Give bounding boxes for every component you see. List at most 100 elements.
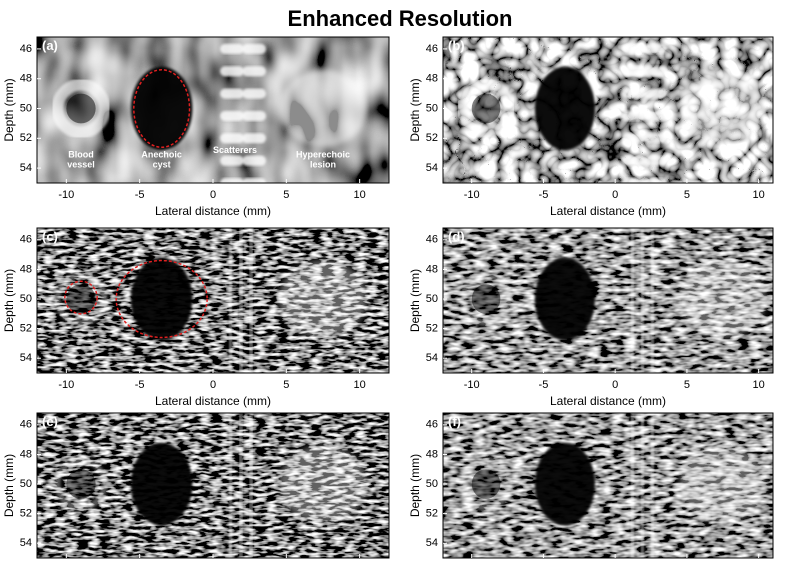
hyperechoic-lesion bbox=[679, 69, 766, 148]
y-axis-label: Depth (mm) bbox=[408, 269, 422, 332]
vessel-lumen bbox=[66, 93, 96, 124]
scatterer bbox=[220, 110, 245, 121]
y-tick-label: 54 bbox=[20, 537, 32, 549]
scatterer-stripe bbox=[249, 228, 253, 373]
anechoic-cyst bbox=[534, 257, 596, 341]
y-axis-label: Depth (mm) bbox=[2, 454, 16, 517]
vessel-outline bbox=[64, 280, 98, 315]
x-tick-label: 5 bbox=[684, 379, 690, 391]
y-tick-label: 52 bbox=[426, 132, 438, 144]
y-tick-label: 46 bbox=[20, 419, 32, 431]
annotation: Anechoic cyst bbox=[141, 150, 182, 170]
y-tick-label: 48 bbox=[426, 73, 438, 85]
x-tick-label: 5 bbox=[283, 189, 289, 201]
x-tick-label: -10 bbox=[58, 189, 74, 201]
scatterer bbox=[242, 88, 267, 99]
y-axis-label: Depth (mm) bbox=[2, 269, 16, 332]
scatterer bbox=[643, 66, 668, 77]
y-tick-label: 52 bbox=[426, 508, 438, 520]
cyst-outline bbox=[133, 69, 191, 148]
x-tick-label: -10 bbox=[464, 379, 480, 391]
panel-label: (d) bbox=[448, 229, 465, 244]
anechoic-cyst bbox=[130, 66, 193, 151]
y-tick-label: 48 bbox=[426, 448, 438, 460]
y-axis-label: Depth (mm) bbox=[2, 78, 16, 141]
cyst-outline bbox=[115, 259, 208, 339]
y-tick-label: 54 bbox=[426, 162, 438, 174]
scatterer-stripe bbox=[650, 228, 654, 373]
y-tick-label: 52 bbox=[20, 323, 32, 335]
scatterer-stripe bbox=[640, 228, 644, 373]
scatterer bbox=[643, 178, 668, 183]
vessel-lumen bbox=[471, 469, 501, 499]
scatterer bbox=[242, 133, 267, 144]
blood-vessel bbox=[460, 272, 513, 326]
blood-vessel bbox=[54, 457, 108, 511]
scatterer-stripe bbox=[229, 228, 233, 373]
y-tick-label: 54 bbox=[20, 352, 32, 364]
scatterer bbox=[220, 88, 245, 99]
annotation-line: Blood bbox=[68, 150, 94, 160]
scatterer-stripe bbox=[249, 413, 253, 558]
hyperechoic-lesion bbox=[679, 260, 766, 338]
annotation-line: lesion bbox=[310, 160, 336, 170]
scatterer bbox=[242, 110, 267, 121]
y-tick-label: 52 bbox=[20, 132, 32, 144]
ultrasound-image bbox=[37, 37, 389, 183]
panel-label: (a) bbox=[42, 38, 58, 53]
scatterer bbox=[621, 66, 646, 77]
y-tick-label: 46 bbox=[20, 234, 32, 246]
scatterer bbox=[621, 133, 646, 144]
scatterer bbox=[643, 88, 668, 99]
panel-label: (c) bbox=[42, 229, 58, 244]
x-tick-label: 10 bbox=[354, 379, 366, 391]
scatterer bbox=[220, 133, 245, 144]
x-tick-label: -5 bbox=[539, 189, 549, 201]
hyperechoic-lesion bbox=[279, 260, 367, 338]
ultrasound-image bbox=[37, 413, 389, 558]
panel-label: (e) bbox=[42, 414, 58, 429]
x-tick-label: 0 bbox=[210, 189, 216, 201]
y-tick-label: 46 bbox=[426, 234, 438, 246]
annotation: Blood vessel bbox=[67, 150, 95, 170]
x-tick-label: 0 bbox=[210, 379, 216, 391]
x-tick-label: -10 bbox=[58, 379, 74, 391]
x-tick-label: 5 bbox=[283, 379, 289, 391]
blood-vessel bbox=[460, 457, 513, 511]
y-tick-label: 48 bbox=[20, 263, 32, 275]
ultrasound-image bbox=[443, 37, 773, 183]
y-tick-label: 48 bbox=[20, 448, 32, 460]
axes-frame bbox=[442, 227, 774, 374]
vessel-lumen bbox=[66, 284, 96, 314]
scatterer-stripe bbox=[640, 413, 644, 558]
y-tick-label: 46 bbox=[426, 43, 438, 55]
y-tick-label: 46 bbox=[20, 43, 32, 55]
scatterer bbox=[643, 155, 668, 166]
annotation-line: Scatterers bbox=[213, 145, 257, 155]
x-axis-label: Lateral distance (mm) bbox=[155, 204, 271, 218]
scatterer bbox=[621, 155, 646, 166]
scatterer-stripe bbox=[239, 413, 243, 558]
y-tick-label: 50 bbox=[426, 293, 438, 305]
anechoic-cyst bbox=[534, 66, 596, 151]
axes-frame bbox=[442, 412, 774, 559]
annotation-line: cyst bbox=[153, 160, 171, 170]
x-tick-label: 10 bbox=[753, 189, 765, 201]
hyperechoic-lesion bbox=[679, 445, 766, 523]
annotation: Scatterers bbox=[213, 145, 257, 155]
y-tick-label: 50 bbox=[20, 293, 32, 305]
anechoic-cyst bbox=[534, 442, 596, 526]
x-axis-label: Lateral distance (mm) bbox=[550, 394, 666, 408]
blood-vessel bbox=[457, 78, 516, 139]
vessel-lumen bbox=[66, 469, 96, 499]
ultrasound-image bbox=[37, 228, 389, 373]
panel-label: (f) bbox=[448, 414, 461, 429]
x-tick-label: -5 bbox=[135, 379, 145, 391]
y-tick-label: 48 bbox=[426, 263, 438, 275]
scatterer-stripe bbox=[229, 413, 233, 558]
anechoic-cyst bbox=[130, 257, 193, 341]
scatterer bbox=[242, 155, 267, 166]
annotation: Hyperechoic lesion bbox=[296, 150, 350, 170]
vessel-lumen bbox=[471, 284, 501, 314]
